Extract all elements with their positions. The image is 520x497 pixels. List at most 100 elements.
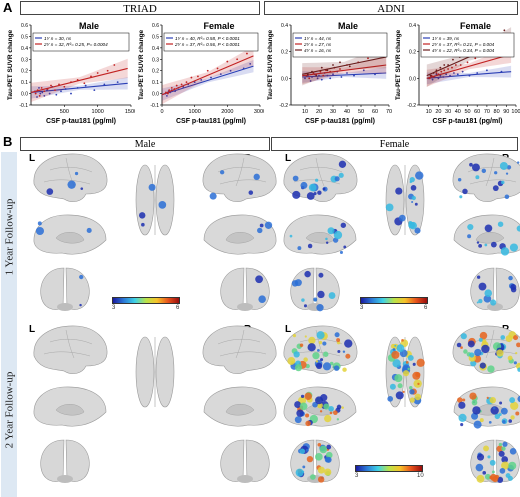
activation-cluster	[80, 187, 84, 190]
activation-cluster	[490, 406, 499, 415]
y-tick-label: 0.0	[152, 92, 159, 98]
activation-cluster	[315, 360, 319, 363]
cohort-header-adni: ADNI	[264, 1, 518, 15]
hemisphere-surface	[290, 267, 315, 310]
activation-cluster	[478, 298, 483, 304]
colorbar-min: 3	[112, 305, 116, 311]
data-point	[443, 64, 446, 66]
data-point	[60, 90, 62, 93]
y-axis-label: Tau-PET SUVR change	[395, 29, 402, 100]
data-point	[229, 69, 232, 72]
hemisphere-surface	[245, 439, 270, 482]
activation-cluster	[79, 303, 82, 307]
hemisphere-surface	[470, 439, 495, 482]
data-point	[437, 77, 440, 80]
data-point	[435, 72, 438, 74]
activation-female-1y	[291, 270, 336, 312]
activation-cluster	[293, 351, 300, 358]
activation-cluster	[412, 362, 416, 366]
colorbar-max: 6	[176, 305, 180, 311]
activation-cluster	[500, 407, 508, 415]
activation-cluster	[488, 420, 492, 424]
data-point	[348, 65, 351, 68]
data-point	[329, 77, 332, 80]
activation-cluster	[322, 187, 326, 191]
activation-cluster	[138, 212, 146, 219]
activation-cluster	[339, 250, 343, 254]
brain-back-view-male-1y	[220, 267, 270, 311]
activation-cluster	[478, 282, 487, 291]
data-point	[362, 69, 365, 72]
activation-cluster	[315, 396, 324, 405]
data-point	[106, 69, 109, 72]
scatter-plot-triad-male: -0.1 0.0 0.1 0.2 0.3 0.4 0.5 0.6 500 1000 1500 Male…	[7, 21, 135, 125]
activation-male-1y	[79, 274, 84, 307]
y-tick-label: 0.3	[21, 57, 28, 63]
activation-cluster	[294, 401, 301, 408]
data-point	[226, 60, 229, 63]
activation-cluster	[509, 397, 516, 404]
data-point	[93, 89, 96, 92]
activation-cluster	[292, 175, 299, 182]
data-point	[246, 52, 248, 55]
hemisphere-surface	[33, 153, 108, 203]
brain-lateral-right-male-2y	[202, 325, 277, 375]
data-point	[429, 74, 432, 77]
activation-cluster	[317, 190, 322, 195]
hemisphere-left-label: L	[29, 324, 36, 335]
activation-cluster	[317, 290, 325, 299]
activation-cluster	[319, 410, 323, 413]
activation-cluster	[415, 171, 424, 180]
data-point	[461, 70, 464, 73]
activation-female-1y	[457, 161, 520, 200]
activation-cluster	[328, 405, 334, 412]
data-point	[454, 64, 457, 66]
colorbar-min: 3	[360, 305, 364, 311]
activation-cluster	[409, 397, 415, 403]
activation-cluster	[500, 247, 510, 256]
data-point	[486, 69, 488, 72]
hemisphere-surface	[245, 267, 270, 310]
data-point	[453, 72, 455, 74]
activation-cluster	[460, 346, 463, 349]
activation-cluster	[248, 190, 254, 195]
activation-cluster	[487, 365, 495, 373]
activation-cluster	[407, 367, 410, 371]
x-tick-label: 10	[426, 109, 432, 115]
activation-cluster	[497, 221, 504, 227]
hemisphere-left-label: L	[285, 153, 292, 164]
activation-cluster	[334, 176, 340, 182]
activation-cluster	[158, 201, 167, 209]
hemisphere-surface	[202, 153, 277, 203]
legend-entry: 2Y n = 37, R²= 0.21, P = 0.004	[431, 42, 495, 47]
activation-cluster	[253, 173, 260, 181]
activation-cluster	[474, 348, 482, 357]
brain-lateral-left-male-1y	[33, 153, 108, 203]
activation-cluster	[476, 474, 485, 483]
y-tick-label: -0.1	[150, 103, 159, 109]
brain-front-view-female-1y	[290, 267, 340, 311]
activation-cluster	[501, 446, 506, 451]
activation-cluster	[300, 394, 305, 398]
data-point	[474, 57, 477, 60]
data-point	[367, 57, 369, 60]
activation-cluster	[411, 195, 416, 201]
activation-cluster	[327, 227, 335, 235]
activation-cluster	[219, 170, 225, 175]
activation-cluster	[508, 419, 512, 423]
activation-cluster	[292, 334, 297, 338]
activation-cluster	[295, 468, 304, 477]
activation-cluster	[343, 245, 347, 249]
activation-cluster	[301, 298, 305, 302]
activation-cluster	[407, 354, 414, 361]
activation-cluster	[341, 406, 344, 409]
y-tick-label: 0.6	[152, 23, 159, 29]
activation-cluster	[303, 357, 308, 362]
data-point	[58, 83, 60, 86]
activation-cluster	[258, 295, 266, 303]
activation-male-1y	[138, 183, 167, 227]
y-tick-label: 0.4	[152, 46, 159, 52]
activation-cluster	[472, 406, 481, 415]
activation-cluster	[458, 401, 466, 409]
